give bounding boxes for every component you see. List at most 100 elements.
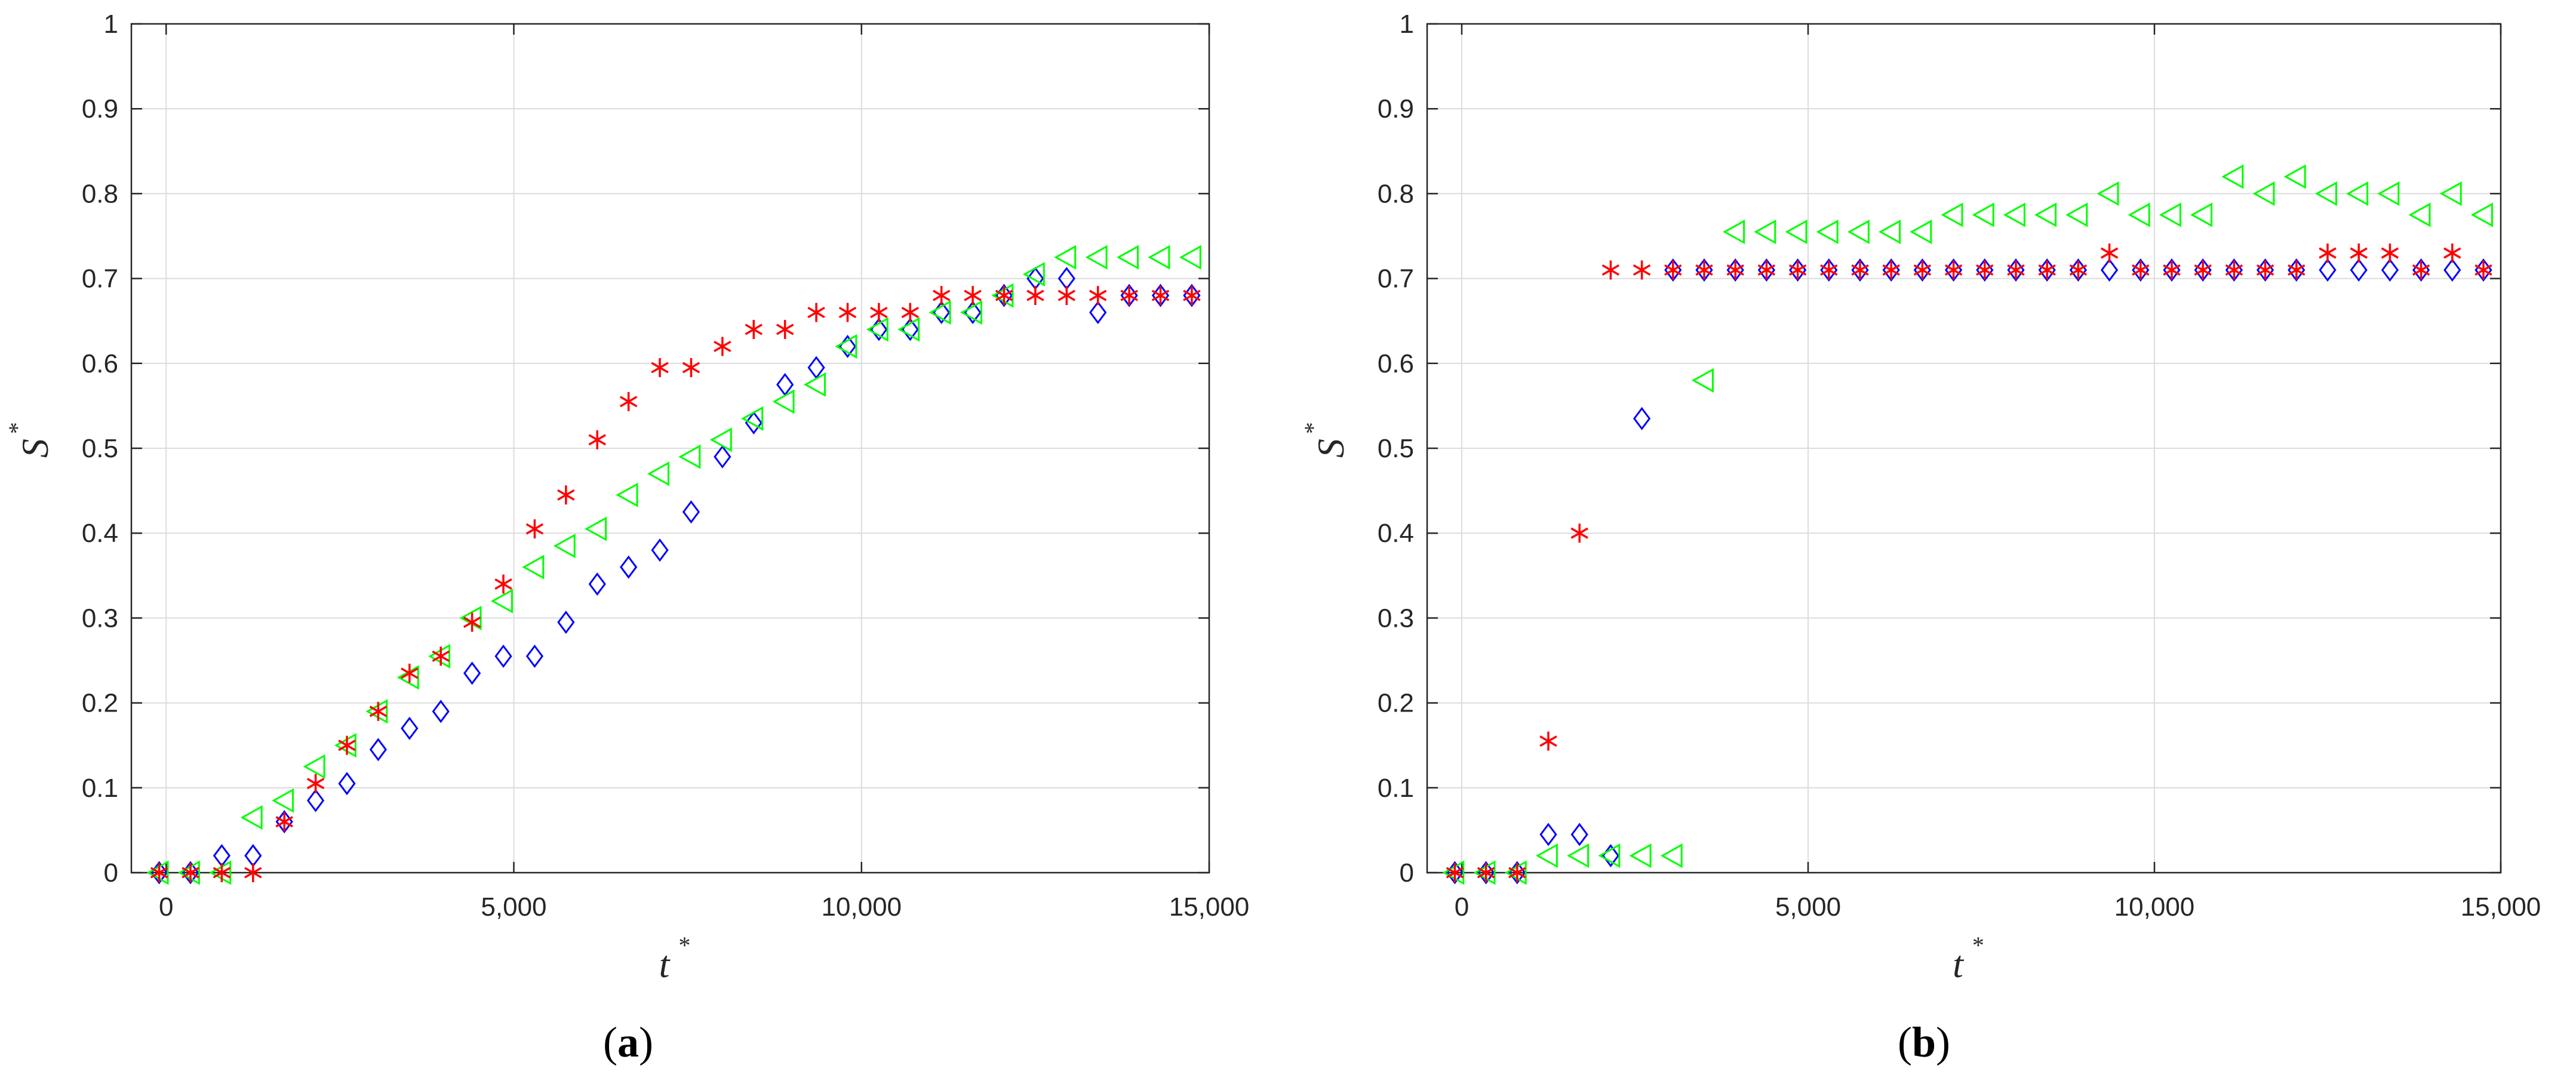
x-tick-label: 0 xyxy=(1455,892,1469,922)
y-tick-label: 0 xyxy=(1400,858,1414,888)
x-tick-label: 5,000 xyxy=(1775,892,1841,922)
asterisk-stroke xyxy=(1089,289,1107,301)
asterisk-stroke xyxy=(2319,247,2337,259)
asterisk-marker xyxy=(1120,286,1138,306)
asterisk-marker xyxy=(1695,260,1713,280)
asterisk-marker xyxy=(1508,863,1526,882)
asterisk-marker xyxy=(1601,260,1620,280)
diamond-marker xyxy=(620,555,638,579)
asterisk-stroke xyxy=(213,867,231,879)
asterisk-marker xyxy=(714,337,731,356)
x-axis-label: t xyxy=(659,943,671,985)
asterisk-marker xyxy=(2225,260,2243,280)
y-axis-label-group: S* xyxy=(4,423,56,458)
y-tick-label: 0.4 xyxy=(82,519,118,548)
diamond-marker xyxy=(1570,823,1588,846)
diamond-marker xyxy=(463,661,481,685)
triangle-left-marker xyxy=(490,589,513,614)
x-axis-label-superscript: * xyxy=(678,932,690,959)
series-asterisk xyxy=(1446,243,2492,882)
asterisk-marker xyxy=(901,303,919,322)
triangle-left-marker xyxy=(365,699,388,724)
asterisk-stroke xyxy=(2288,264,2306,276)
asterisk-marker xyxy=(244,863,262,882)
triangle-left-marker xyxy=(2159,202,2181,227)
asterisk-stroke xyxy=(745,324,763,335)
triangle-left-marker xyxy=(2221,164,2244,189)
x-axis-label: t xyxy=(1953,943,1965,985)
x-tick-label: 0 xyxy=(159,892,173,922)
asterisk-stroke xyxy=(1151,289,1170,301)
series-asterisk xyxy=(150,286,1201,882)
asterisk-marker xyxy=(776,319,794,339)
asterisk-stroke xyxy=(619,396,638,408)
diamond-marker xyxy=(306,789,325,812)
asterisk-stroke xyxy=(1695,264,1713,276)
asterisk-stroke xyxy=(463,616,481,629)
asterisk-marker xyxy=(494,574,512,594)
y-tick-label: 0.7 xyxy=(1378,264,1414,294)
asterisk-stroke xyxy=(1508,867,1526,879)
asterisk-stroke xyxy=(1633,264,1651,276)
triangle-left-marker xyxy=(2034,202,2057,227)
triangle-left-marker xyxy=(866,317,889,342)
triangle-left-marker xyxy=(709,427,732,452)
triangle-left-marker xyxy=(2377,181,2400,206)
asterisk-stroke xyxy=(2443,247,2461,259)
triangle-left-marker xyxy=(1972,202,1994,227)
asterisk-marker xyxy=(2069,260,2088,280)
triangle-left-marker xyxy=(146,860,169,885)
triangle-left-marker xyxy=(177,860,200,885)
asterisk-stroke xyxy=(1058,289,1076,301)
y-tick-label: 0.3 xyxy=(1378,603,1414,633)
triangle-left-marker xyxy=(1567,843,1590,868)
asterisk-stroke xyxy=(1851,264,1869,276)
triangle-left-marker xyxy=(334,733,356,758)
asterisk-stroke xyxy=(2100,247,2119,259)
asterisk-marker xyxy=(807,303,825,322)
triangle-left-marker xyxy=(2470,202,2493,227)
asterisk-stroke xyxy=(995,289,1013,301)
triangle-left-marker xyxy=(2065,202,2088,227)
triangle-left-marker xyxy=(553,533,576,559)
asterisk-marker xyxy=(1664,260,1682,280)
asterisk-stroke xyxy=(1726,264,1744,276)
triangle-left-marker xyxy=(1879,219,1901,244)
asterisk-marker xyxy=(995,286,1013,306)
triangle-left-marker xyxy=(1148,245,1170,270)
triangle-left-marker xyxy=(1442,860,1465,885)
triangle-left-marker xyxy=(522,555,545,580)
asterisk-stroke xyxy=(1477,867,1495,879)
asterisk-marker xyxy=(2100,243,2119,263)
asterisk-marker xyxy=(2381,243,2399,263)
triangle-left-marker xyxy=(1085,245,1108,270)
triangle-left-marker xyxy=(303,754,325,779)
triangle-left-marker xyxy=(1054,245,1077,270)
diamond-marker xyxy=(745,411,763,435)
asterisk-marker xyxy=(870,303,888,322)
asterisk-stroke xyxy=(1820,264,1838,276)
triangle-left-marker xyxy=(1691,368,1714,393)
asterisk-marker xyxy=(2194,260,2212,280)
y-tick-label: 0.7 xyxy=(82,264,118,294)
y-tick-label: 0.5 xyxy=(82,434,118,463)
triangle-left-marker xyxy=(2097,181,2119,206)
asterisk-stroke xyxy=(306,778,325,790)
asterisk-marker xyxy=(932,286,951,306)
triangle-left-marker xyxy=(2314,181,2337,206)
caption-close: ) xyxy=(639,1018,653,1066)
triangle-left-marker xyxy=(2283,164,2306,189)
asterisk-marker xyxy=(1089,286,1107,306)
asterisk-stroke xyxy=(2069,264,2088,276)
asterisk-marker xyxy=(2038,260,2056,280)
asterisk-stroke xyxy=(275,816,293,828)
triangle-left-marker xyxy=(835,334,857,359)
y-tick-label: 0.2 xyxy=(82,689,118,718)
asterisk-marker xyxy=(2412,260,2430,280)
x-tick-label: 5,000 xyxy=(481,892,546,922)
panel-caption: (a) xyxy=(603,1018,653,1066)
asterisk-stroke xyxy=(682,362,700,374)
y-axis-label: S xyxy=(14,439,56,458)
triangle-left-marker xyxy=(1847,219,1870,244)
